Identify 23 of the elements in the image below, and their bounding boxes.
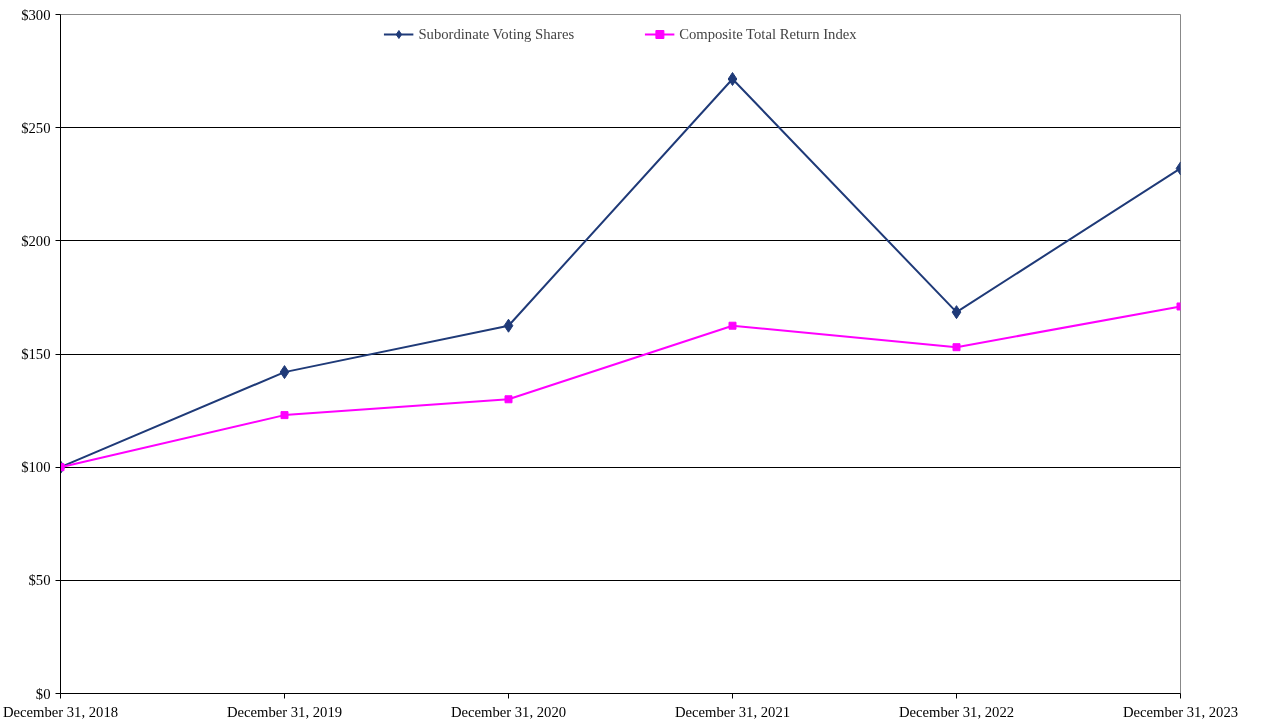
point: [728, 321, 737, 330]
point: [727, 72, 738, 86]
legend-label: Composite Total Return Index: [679, 25, 857, 43]
point: [504, 395, 513, 404]
y-tick-label: $250: [21, 119, 51, 136]
x-tick-label: December 31, 2023: [1122, 703, 1239, 720]
point: [952, 343, 961, 352]
legend-label: Subordinate Voting Shares: [418, 25, 575, 43]
x-tick-label: December 31, 2019: [226, 703, 343, 720]
point: [279, 365, 290, 380]
y-tick-label: $50: [28, 572, 51, 589]
x-tick-label: December 31, 2020: [450, 703, 567, 720]
point: [951, 305, 962, 320]
y-tick-label: $100: [21, 459, 51, 476]
y-tick-label: $0: [35, 685, 51, 702]
y-tick-label: $150: [21, 346, 51, 362]
x-tick-label: December 31, 2021: [674, 703, 791, 720]
point: [503, 318, 514, 333]
y-tick-label: $200: [21, 232, 51, 249]
x-tick-label: December 31, 2022: [898, 703, 1015, 720]
point: [280, 411, 289, 420]
x-tick-label: December 31, 2018: [2, 703, 119, 720]
y-tick-label: $300: [21, 6, 51, 23]
